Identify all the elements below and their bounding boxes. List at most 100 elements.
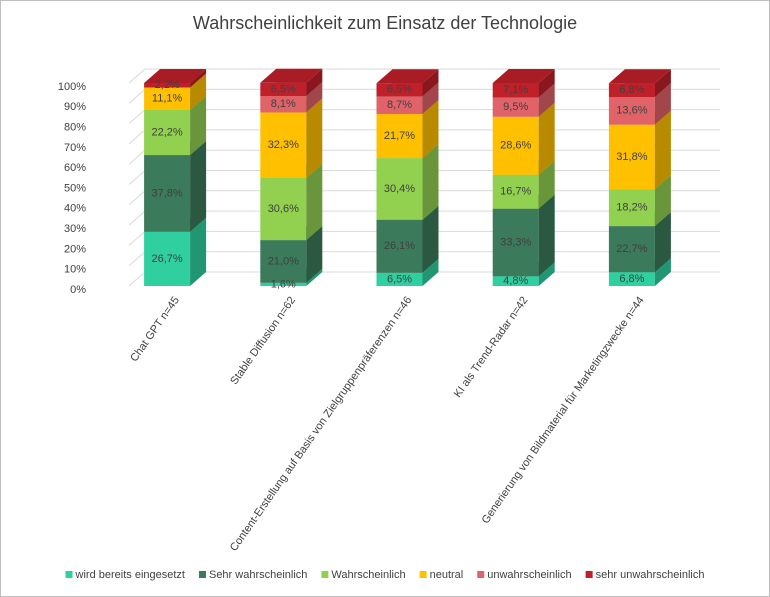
legend-label: unwahrscheinlich [487,569,571,581]
bar-segment [492,116,539,175]
value-label: 8,1% [271,98,296,110]
bar-segment-side [538,102,555,175]
bar-segment-top [260,68,323,83]
value-label: 18,2% [616,202,647,214]
bar-segment [376,158,423,220]
legend-label: wird bereits eingesetzt [75,569,185,581]
bar-segment-side [306,81,323,113]
bar-segment-side [422,82,439,115]
grid-line [128,129,146,145]
value-label: 6,8% [619,273,644,285]
bar-segment [608,226,655,273]
y-tick-label: 0% [70,284,86,296]
legend-label: Sehr wahrscheinlich [209,569,307,581]
legend-swatch [65,571,73,578]
legend-swatch [198,571,206,578]
bar-segment [260,95,307,113]
bar-segment [608,189,655,227]
bar-segment-side [422,144,439,220]
y-tick-label: 10% [64,264,86,276]
bar-segment-side [190,141,207,232]
value-label: 37,8% [151,187,182,199]
bar-segment-side [654,212,671,273]
bar-segment-top [608,69,671,84]
y-tick-label: 80% [64,122,86,134]
bar-segment-side [654,83,671,125]
bar-segment-side [190,73,207,110]
bar-segment [376,219,423,273]
bar-segment [260,178,307,241]
bar-segment-side [306,98,323,179]
grid-line [128,251,146,267]
bar-segment [492,97,539,117]
bar-segment-side [422,100,439,159]
bar-segment [608,97,655,125]
value-label: 8,7% [387,99,412,111]
value-label: 13,6% [616,105,647,117]
y-tick-label: 50% [64,182,86,194]
y-tick-label: 100% [58,81,86,93]
chart-title: Wahrscheinlichkeit zum Einsatz der Techn… [193,13,577,33]
bar-segment-side [190,217,207,286]
bar-segment-top [376,69,439,84]
bar-segment [608,83,655,98]
bar-segment-side [538,262,555,286]
bar-segment [608,124,655,190]
bar-segment [144,109,191,156]
bar-segment-side [654,258,671,286]
y-tick-label: 70% [64,142,86,154]
bar-segment [260,240,307,283]
legend-swatch [477,571,485,578]
value-label: 6,5% [387,84,412,96]
legend-swatch [419,571,427,578]
value-label: 6,5% [387,273,412,285]
bar-segment-side [306,268,323,286]
value-label: 6,5% [271,83,296,95]
bar-segment-top [492,69,555,83]
grid-line [128,170,146,185]
bar-segment [376,83,423,97]
value-label: 16,7% [500,186,531,198]
value-label: 21,0% [268,255,299,267]
value-label: 1,6% [271,278,296,290]
value-label: 4,8% [503,275,528,287]
grid-line [128,210,146,226]
bar-segment [144,83,191,88]
grid-line [128,190,146,206]
bar-segment [492,174,539,209]
bar-segment-side [190,69,207,88]
value-label: 11,1% [152,93,183,105]
bar-segment [260,82,307,96]
bar-segment-side [422,205,439,273]
bar-segment [376,114,423,159]
bar-segment-side [654,110,671,190]
bar-segment-side [306,164,323,241]
bar-segment [260,112,307,179]
bar-segment-side [422,69,439,97]
y-tick-label: 40% [64,203,86,215]
legend-label: Wahrscheinlich [331,569,405,581]
bar-segment [608,272,655,286]
bar-segment-side [654,69,671,98]
legend-swatch [585,571,593,578]
bar-segment [492,83,539,98]
bar-segment [376,96,423,115]
grid-line [128,149,146,165]
legend-label: sehr unwahrscheinlich [596,569,705,581]
value-label: 31,8% [616,151,647,163]
value-label: 9,5% [503,101,528,113]
bar-segment [376,272,423,286]
bar-segment-side [538,194,555,277]
bar-segment-top [144,69,207,83]
bar-segment-side [306,226,323,283]
value-label: 28,6% [500,140,531,152]
bar-segment [492,208,539,277]
value-label: 22,7% [616,243,647,255]
bar-segment-side [190,95,207,156]
grid-line [128,68,146,84]
grid-line [128,271,146,287]
value-label: 33,3% [500,236,531,248]
grid-line [128,231,146,246]
bar-segment [144,87,191,110]
